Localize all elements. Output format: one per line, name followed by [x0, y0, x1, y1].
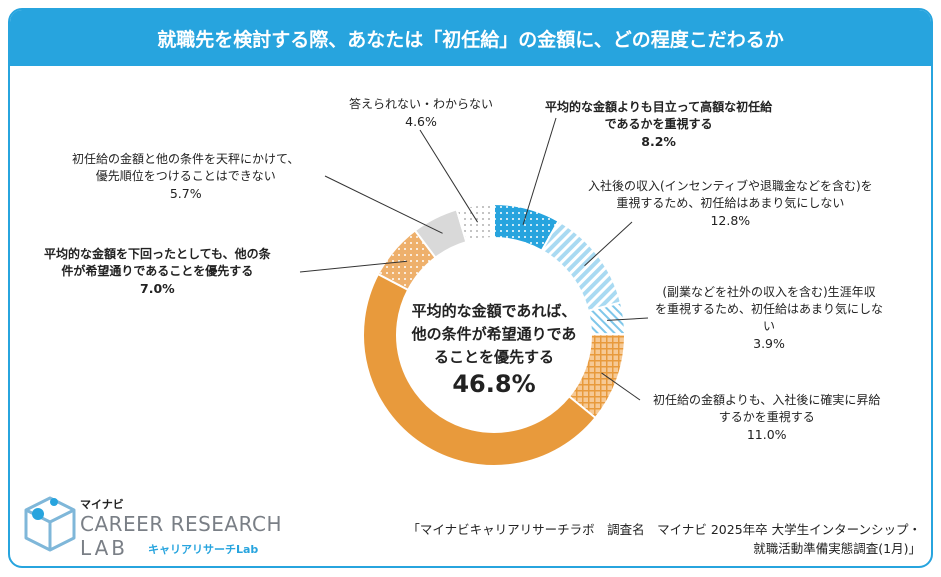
donut-hole: [398, 239, 590, 431]
label-slice-below-average: 平均的な金額を下回ったとしても、他の条 件が希望通りであることを優先する 7.0…: [44, 246, 271, 297]
leader-line: [601, 372, 641, 401]
label-pct: 5.7%: [169, 186, 202, 201]
label-text: するかを重視する: [718, 410, 815, 424]
leader-line: [324, 175, 443, 234]
label-text: 初任給の金額よりも、入社後に確実に昇給: [653, 393, 881, 407]
center-label: 平均的な金額であれば、 他の条件が希望通りであ ることを優先する 46.8%: [398, 300, 590, 396]
center-label-line: 他の条件が希望通りであ: [411, 325, 577, 343]
logo-cube-icon: [24, 496, 76, 552]
label-slice-post-income: 入社後の収入(インセンティブや退職金などを含む)を 重視するため、初任給はあまり…: [588, 178, 873, 229]
label-pct: 7.0%: [140, 281, 175, 296]
label-text: 平均的な金額よりも目立って高額な初任給: [545, 100, 773, 114]
leader-line: [584, 221, 633, 267]
label-text: 入社後の収入(インセンティブや退職金などを含む)を: [588, 179, 873, 193]
label-text: い: [763, 319, 776, 333]
label-text: であるかを重視する: [604, 117, 713, 131]
pie-slice: [362, 272, 597, 467]
label-pct: 4.6%: [405, 114, 437, 129]
source-line: 就職活動準備実態調査(1月)」: [753, 541, 921, 556]
label-text: 優先順位をつけることはできない: [95, 169, 276, 183]
logo-text: CAREER RESEARCH: [80, 512, 283, 536]
label-text: (副業などを社外の収入を含む)生涯年収: [662, 285, 876, 299]
center-label-line: ることを優先する: [433, 348, 554, 366]
label-slice-high-salary: 平均的な金額よりも目立って高額な初任給 であるかを重視する 8.2%: [545, 99, 772, 150]
leader-line: [299, 260, 408, 273]
label-slice-raise: 初任給の金額よりも、入社後に確実に昇給 するかを重視する 11.0%: [653, 392, 880, 443]
label-pct: 12.8%: [710, 213, 751, 228]
source-note: 「マイナビキャリアリサーチラボ 調査名 マイナビ 2025年卒 大学生インターン…: [407, 520, 921, 558]
leader-line: [522, 117, 557, 225]
center-label-line: 平均的な金額であれば、: [411, 302, 577, 320]
chart-title: 就職先を検討する際、あなたは「初任給」の金額に、どの程度こだわるか: [10, 10, 931, 66]
label-slice-lifetime-income: (副業などを社外の収入を含む)生涯年収 を重視するため、初任給はあまり気にしな …: [655, 284, 883, 352]
label-text: 件が希望通りであることを優先する: [61, 264, 254, 278]
center-label-pct: 46.8%: [452, 370, 536, 398]
label-text: 重視するため、初任給はあまり気にしない: [616, 196, 845, 210]
leader-line: [607, 317, 649, 321]
leader-line: [419, 129, 479, 223]
source-line: 「マイナビキャリアリサーチラボ 調査名 マイナビ 2025年卒 大学生インターン…: [407, 522, 921, 537]
label-pct: 8.2%: [641, 134, 676, 149]
label-text: 初任給の金額と他の条件を天秤にかけて、: [72, 152, 300, 166]
chart-frame: 就職先を検討する際、あなたは「初任給」の金額に、どの程度こだわるか: [8, 8, 933, 568]
pie-slice: [455, 202, 495, 244]
logo-subtext: キャリアリサーチLab: [148, 543, 259, 556]
logo-brand: マイナビ: [80, 498, 124, 511]
label-text: 答えられない・わからない: [349, 97, 494, 111]
label-slice-dont-know: 答えられない・わからない 4.6%: [349, 96, 493, 130]
label-text: 平均的な金額を下回ったとしても、他の条: [44, 247, 271, 261]
logo-text: LAB: [80, 536, 129, 560]
label-pct: 3.9%: [753, 336, 785, 351]
label-pct: 11.0%: [746, 427, 787, 442]
label-slice-cannot-prioritize: 初任給の金額と他の条件を天秤にかけて、 優先順位をつけることはできない 5.7%: [72, 151, 299, 202]
label-text: を重視するため、初任給はあまり気にしな: [655, 302, 884, 316]
